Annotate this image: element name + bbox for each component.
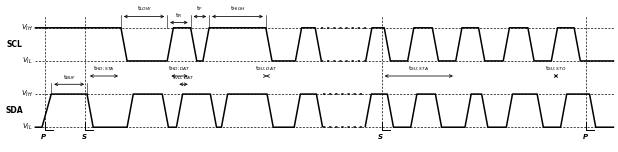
Text: S: S [82, 134, 87, 140]
Text: t$_{HD;DAT}$: t$_{HD;DAT}$ [168, 65, 191, 73]
Text: t$_{HD;STA}$: t$_{HD;STA}$ [93, 65, 115, 73]
Text: t$_F$: t$_F$ [197, 4, 203, 13]
Text: P: P [583, 134, 588, 140]
Text: SDA: SDA [6, 106, 23, 115]
Text: $V_{IH}$: $V_{IH}$ [21, 23, 33, 33]
Text: t$_{LOW}$: t$_{LOW}$ [137, 4, 151, 13]
Text: P: P [41, 134, 46, 140]
Text: $V_{IL}$: $V_{IL}$ [22, 122, 33, 132]
Text: t$_{SU;STO}$: t$_{SU;STO}$ [545, 65, 567, 73]
Text: t$_R$: t$_R$ [176, 11, 182, 20]
Text: S: S [378, 134, 383, 140]
Text: t$_{HIGH}$: t$_{HIGH}$ [230, 4, 245, 13]
Text: t$_{SU;DAT}$: t$_{SU;DAT}$ [255, 65, 277, 73]
Text: t$_{VD;DAT}$: t$_{VD;DAT}$ [172, 73, 195, 82]
Text: t$_{SU;STA}$: t$_{SU;STA}$ [408, 65, 430, 73]
Text: t$_{BUF}$: t$_{BUF}$ [62, 73, 76, 82]
Text: SCL: SCL [6, 40, 22, 49]
Text: $V_{IH}$: $V_{IH}$ [21, 89, 33, 99]
Text: $V_{IL}$: $V_{IL}$ [22, 56, 33, 66]
